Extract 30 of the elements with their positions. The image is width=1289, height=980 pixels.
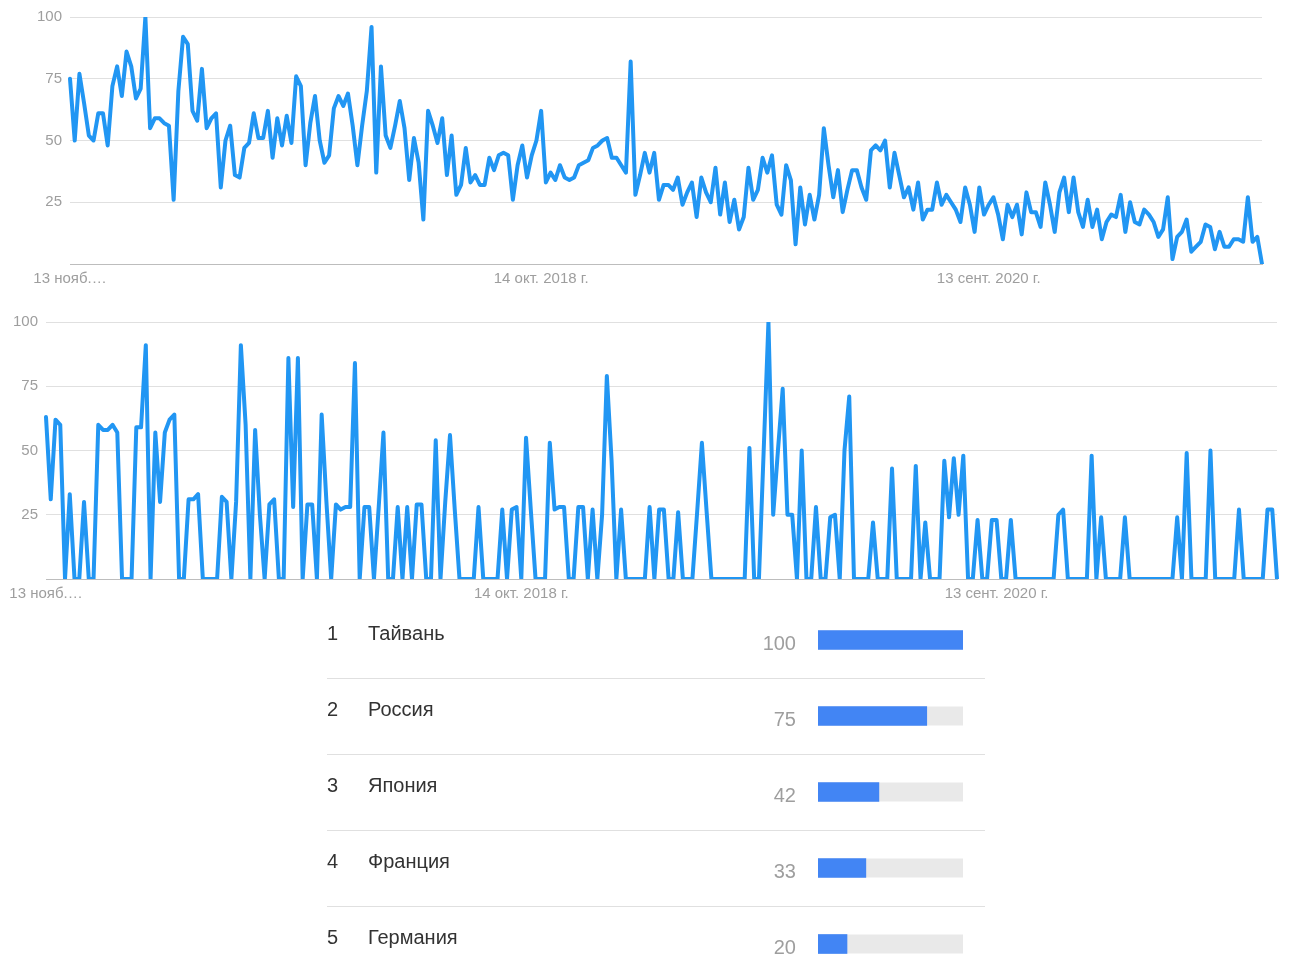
y-tick-label: 50 (45, 130, 62, 148)
y-tick-label: 75 (45, 68, 62, 86)
x-tick-label: 13 нояб.… (33, 269, 107, 287)
text: 1 (327, 621, 339, 644)
data-label: 33 (773, 859, 796, 882)
text: 2 (327, 697, 339, 720)
y-tick-label: Германия (368, 925, 458, 948)
text: 5 (327, 925, 339, 948)
y-tick-label: Тайвань (368, 621, 445, 644)
y-tick-label: 75 (21, 376, 38, 394)
text: 4 (327, 849, 339, 872)
y-tick-label: Япония (368, 773, 438, 796)
bar (818, 934, 848, 954)
data-label: 100 (762, 631, 796, 654)
data-label: 20 (773, 935, 796, 958)
y-tick-label: 25 (21, 504, 38, 522)
x-tick-label: 13 сент. 2020 г. (936, 269, 1041, 287)
x-tick-label: 13 сент. 2020 г. (944, 584, 1049, 602)
text: 3 (327, 773, 339, 796)
y-tick-label: 50 (21, 440, 38, 458)
data-label: 42 (773, 783, 796, 806)
y-tick-label: 25 (45, 192, 62, 210)
y-tick-label: 100 (36, 7, 62, 25)
x-tick-label: 13 нояб.… (9, 584, 83, 602)
data-label: 75 (773, 707, 796, 730)
y-tick-label: 100 (12, 312, 38, 330)
y-tick-label: Россия (368, 697, 434, 720)
x-tick-label: 14 окт. 2018 г. (473, 584, 569, 602)
y-tick-label: Франция (368, 849, 450, 872)
x-tick-label: 14 окт. 2018 г. (493, 269, 589, 287)
